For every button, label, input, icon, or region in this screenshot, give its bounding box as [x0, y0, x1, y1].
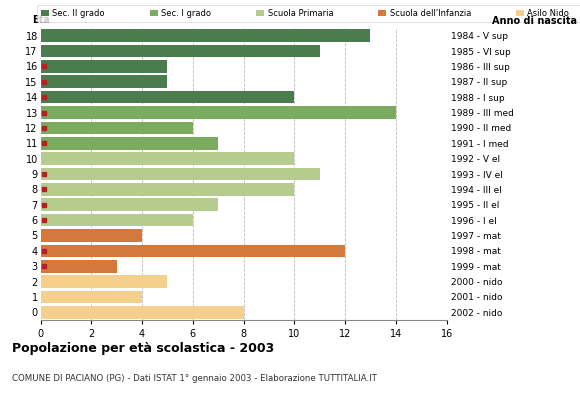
Text: Anno di nascita: Anno di nascita: [492, 16, 577, 26]
Text: Popolazione per età scolastica - 2003: Popolazione per età scolastica - 2003: [12, 342, 274, 355]
Bar: [41, 137, 218, 150]
Bar: [41, 122, 193, 134]
Bar: [41, 214, 193, 226]
Bar: [41, 29, 371, 42]
Bar: [41, 60, 168, 73]
Bar: [41, 229, 142, 242]
Bar: [41, 152, 295, 165]
Bar: [41, 275, 168, 288]
Bar: [41, 183, 295, 196]
Bar: [41, 168, 320, 180]
Bar: [41, 45, 320, 57]
Bar: [41, 91, 295, 104]
Bar: [41, 306, 244, 319]
Bar: [41, 260, 117, 272]
Bar: [41, 76, 168, 88]
Bar: [41, 198, 218, 211]
Bar: [41, 106, 396, 119]
Bar: [41, 244, 345, 257]
Bar: [41, 291, 142, 303]
Text: COMUNE DI PACIANO (PG) - Dati ISTAT 1° gennaio 2003 - Elaborazione TUTTITALIA.IT: COMUNE DI PACIANO (PG) - Dati ISTAT 1° g…: [12, 374, 376, 383]
Text: Età: Età: [32, 15, 50, 25]
Legend: Sec. II grado, Sec. I grado, Scuola Primaria, Scuola dell'Infanzia, Asilo Nido, : Sec. II grado, Sec. I grado, Scuola Prim…: [37, 5, 580, 22]
